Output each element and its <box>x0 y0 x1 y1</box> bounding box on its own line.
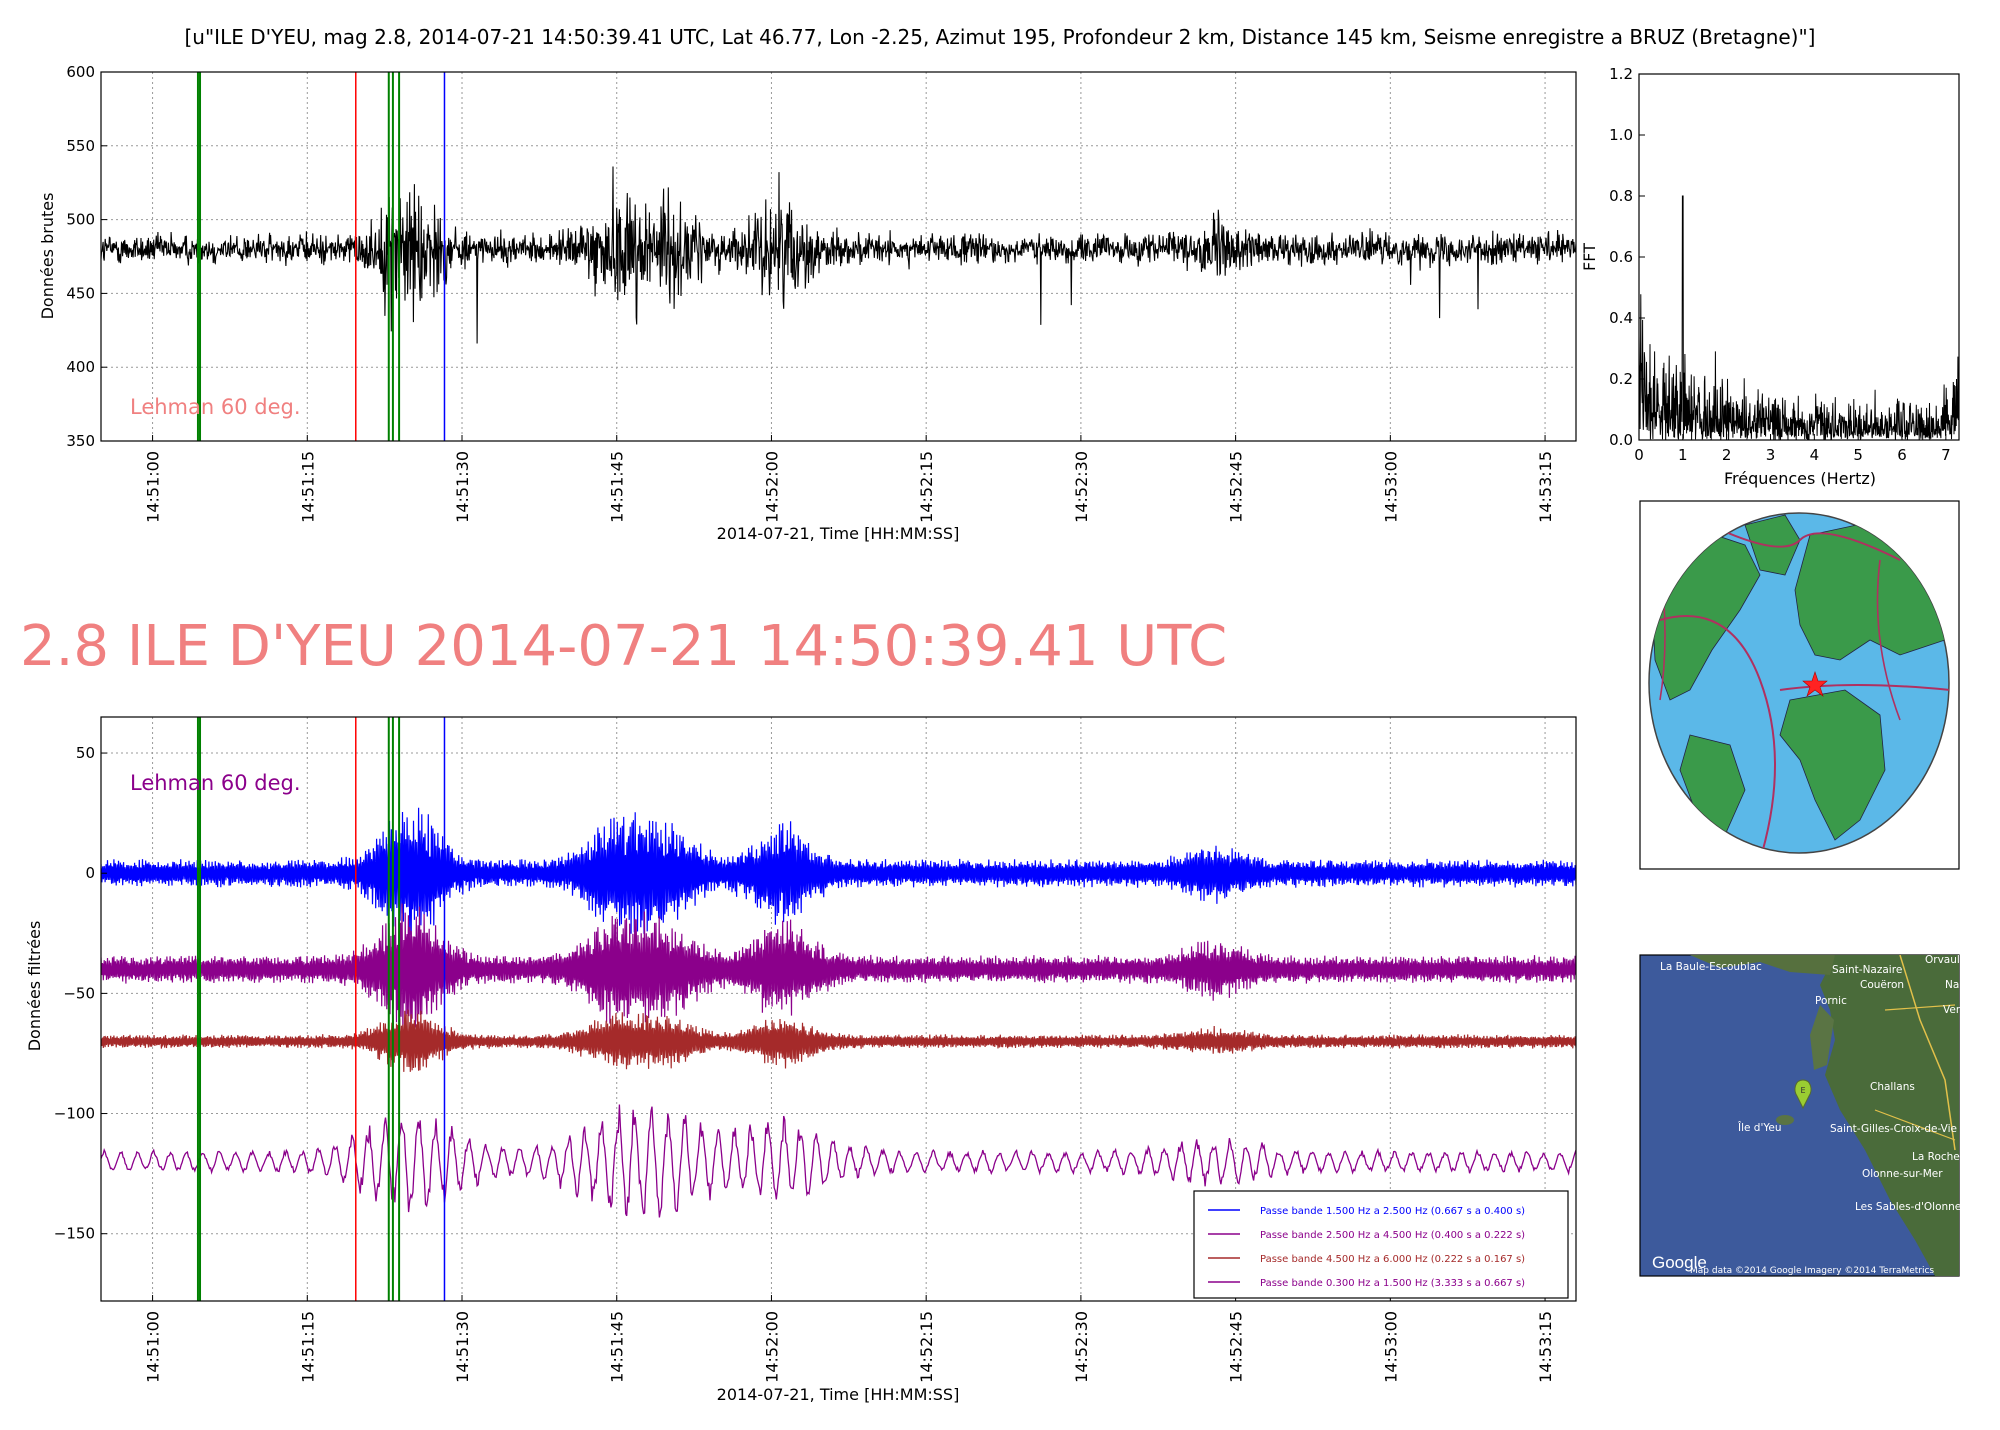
filtered-annotation: Lehman 60 deg. <box>130 771 301 795</box>
raw-trace <box>101 166 1576 344</box>
big-title: 2.8 ILE D'YEU 2014-07-21 14:50:39.41 UTC <box>20 614 1227 679</box>
fft-chart: 0.0 0.2 0.4 0.6 0.8 1.0 1.2 0 1 2 3 4 5 6 7 FFT Fréqu… <box>1580 65 1960 488</box>
fft-xtick-0: 0 <box>1634 446 1644 464</box>
fft-ytick-4: 0.8 <box>1609 187 1633 205</box>
legend-label-2: Passe bande 4.500 Hz a 6.000 Hz (0.222 s… <box>1260 1254 1525 1265</box>
raw-ytick-3: 500 <box>66 211 95 229</box>
raw-xtick-tick-5: 14:52:15 <box>917 451 936 523</box>
fft-ytick-2: 0.4 <box>1609 309 1633 327</box>
epicenter-star-icon <box>1802 671 1828 697</box>
filtered-trace-0 <box>101 807 1576 936</box>
raw-xtick-tick-8: 14:53:00 <box>1381 451 1400 523</box>
google-logo: Google <box>1652 1253 1707 1272</box>
raw-ytick-1: 400 <box>66 358 95 376</box>
filtered-ytick-1: −100 <box>54 1105 95 1123</box>
filtered-ytick-0: −150 <box>54 1225 95 1243</box>
raw-ytick-5: 600 <box>66 63 95 81</box>
filtered-xtick-tick-0: 14:51:00 <box>144 1311 163 1383</box>
filtered-legend: Passe bande 1.500 Hz a 2.500 Hz (0.667 s… <box>1193 1190 1569 1299</box>
filtered-xtick-tick-1: 14:51:15 <box>298 1311 317 1383</box>
filtered-xtick-tick-2: 14:51:30 <box>453 1311 472 1383</box>
filtered-xtick-tick-6: 14:52:30 <box>1072 1311 1091 1383</box>
raw-xtick-tick-7: 14:52:45 <box>1227 451 1246 523</box>
filtered-xtick-tick-4: 14:52:00 <box>762 1311 781 1383</box>
filtered-data-chart: −150 −100 −50 0 50 14:51:00 14:51:15 14:51:30 1… <box>25 716 1577 1404</box>
fft-xtick-5: 5 <box>1853 446 1863 464</box>
local-map-label-12: Les Sables-d'Olonne <box>1855 1201 1961 1213</box>
local-map-label-11: Olonne-sur-Mer <box>1862 1168 1943 1180</box>
filtered-xtick-tick-7: 14:52:45 <box>1227 1311 1246 1383</box>
raw-xtick-tick-2: 14:51:30 <box>453 451 472 523</box>
filtered-trace-1 <box>101 903 1576 1038</box>
filtered-xlabel: 2014-07-21, Time [HH:MM:SS] <box>717 1385 960 1404</box>
local-map-label-8: Île d'Yeu <box>1737 1121 1782 1134</box>
raw-xtick-tick-3: 14:51:45 <box>608 451 627 523</box>
fft-ytick-0: 0.0 <box>1609 431 1633 449</box>
fft-xtick-2: 2 <box>1722 446 1732 464</box>
local-map-label-6: Verto <box>1943 1004 1971 1016</box>
filtered-ytick-2: −50 <box>63 984 95 1002</box>
raw-ytick-4: 550 <box>66 137 95 155</box>
local-map: La Baule-Escoublac Saint-Nazaire Orvault Na… <box>1639 954 1971 1277</box>
raw-annotation: Lehman 60 deg. <box>130 395 301 419</box>
fft-xtick-3: 3 <box>1766 446 1776 464</box>
raw-data-chart: 350 400 450 500 550 600 14:51:00 14:51:15 14:51… <box>38 63 1577 543</box>
raw-xtick-tick-6: 14:52:30 <box>1072 451 1091 523</box>
local-map-label-7: Challans <box>1870 1081 1915 1093</box>
local-map-label-3: Na <box>1945 979 1959 991</box>
filtered-trace-3 <box>101 1104 1576 1218</box>
raw-ytick-2: 450 <box>66 284 95 302</box>
filtered-ytick-4: 50 <box>76 744 95 762</box>
fft-xtick-1: 1 <box>1678 446 1688 464</box>
local-map-label-10: La Roche <box>1912 1151 1960 1163</box>
filtered-xtick-tick-5: 14:52:15 <box>917 1311 936 1383</box>
local-map-label-2: Orvault <box>1925 954 1964 966</box>
raw-xtick-tick-1: 14:51:15 <box>298 451 317 523</box>
filtered-trace-2 <box>101 1009 1576 1072</box>
fft-ylabel: FFT <box>1580 243 1599 271</box>
fft-ytick-1: 0.2 <box>1609 370 1633 388</box>
filtered-xtick-tick-9: 14:53:15 <box>1536 1311 1555 1383</box>
fft-xtick-4: 4 <box>1810 446 1820 464</box>
fft-xlabel: Fréquences (Hertz) <box>1724 469 1876 488</box>
local-map-label-1: Saint-Nazaire <box>1832 964 1902 976</box>
fft-xtick-6: 6 <box>1897 446 1907 464</box>
filtered-xtick-tick-3: 14:51:45 <box>608 1311 627 1383</box>
raw-ylabel: Données brutes <box>38 193 57 320</box>
world-map <box>1639 500 1960 870</box>
local-map-label-0: La Baule-Escoublac <box>1660 961 1762 973</box>
map-attribution: Map data ©2014 Google Imagery ©2014 Terr… <box>1690 1266 1934 1276</box>
local-map-label-4: Couëron <box>1860 979 1904 991</box>
epicenter-pin-label: E <box>1800 1086 1805 1095</box>
filtered-ylabel: Données filtrées <box>25 921 44 1052</box>
ile-d-yeu-island <box>1776 1115 1794 1125</box>
local-map-label-5: Pornic <box>1815 995 1847 1007</box>
noirmoutier-island <box>1810 1005 1834 1070</box>
legend-label-0: Passe bande 1.500 Hz a 2.500 Hz (0.667 s… <box>1260 1206 1525 1217</box>
filtered-ytick-3: 0 <box>85 864 95 882</box>
raw-xlabel: 2014-07-21, Time [HH:MM:SS] <box>717 524 960 543</box>
fft-trace <box>1639 195 1959 440</box>
epicenter-pin-icon: E <box>1794 1079 1812 1110</box>
raw-xtick-tick-4: 14:52:00 <box>762 451 781 523</box>
raw-ytick-0: 350 <box>66 432 95 450</box>
legend-label-3: Passe bande 0.300 Hz a 1.500 Hz (3.333 s… <box>1260 1278 1525 1289</box>
raw-xtick-tick-0: 14:51:00 <box>144 451 163 523</box>
fft-ytick-6: 1.2 <box>1609 65 1633 83</box>
filtered-xtick-tick-8: 14:53:00 <box>1381 1311 1400 1383</box>
fft-xtick-7: 7 <box>1941 446 1951 464</box>
raw-xtick-tick-9: 14:53:15 <box>1536 451 1555 523</box>
fft-ytick-3: 0.6 <box>1609 248 1633 266</box>
fft-ytick-5: 1.0 <box>1609 126 1633 144</box>
local-map-label-9: Saint-Gilles-Croix-de-Vie <box>1830 1123 1957 1135</box>
legend-label-1: Passe bande 2.500 Hz a 4.500 Hz (0.400 s… <box>1260 1230 1525 1241</box>
figure-title: [u"ILE D'YEU, mag 2.8, 2014-07-21 14:50:… <box>185 25 1816 49</box>
